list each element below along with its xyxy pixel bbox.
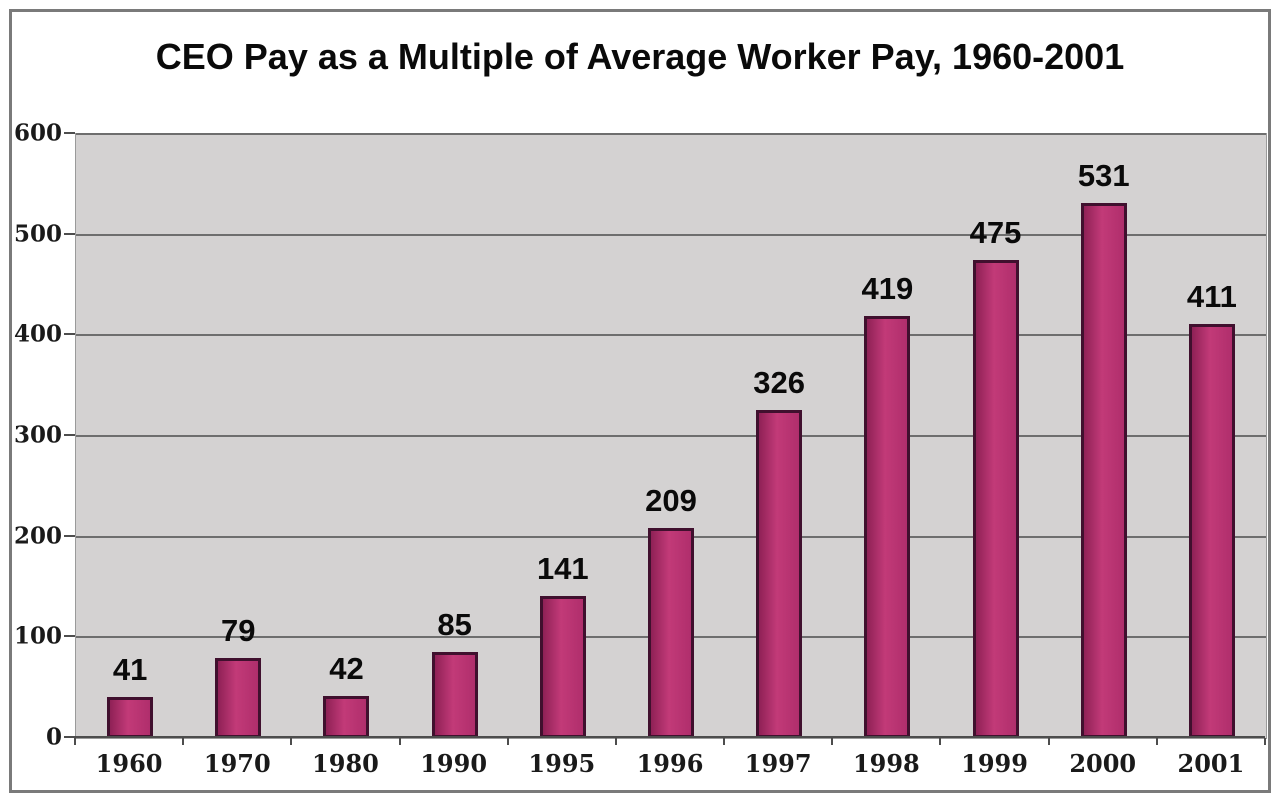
bar-value-label: 475 [969,214,1022,250]
x-tick-mark [182,738,185,745]
x-tick-mark [74,738,76,745]
y-tick-mark [64,132,75,134]
chart-title: CEO Pay as a Multiple of Average Worker … [155,36,1125,77]
gridline [76,435,1266,437]
bar [972,259,1019,738]
x-tick-mark [506,738,509,745]
bar [648,527,694,738]
bar [323,695,370,738]
x-tick-label: 1996 [636,749,704,778]
bar-value-label: 419 [861,271,914,307]
bar [431,652,478,738]
y-tick-mark [64,434,75,436]
y-tick-label: 600 [13,119,62,147]
x-tick-mark [398,738,401,745]
x-tick-label: 1960 [95,749,163,778]
bar-value-label: 326 [753,364,806,400]
x-tick-mark [1264,738,1266,745]
gridline [76,133,1266,135]
x-axis-line [64,736,1265,738]
y-tick-mark [64,232,75,235]
x-tick-mark [723,738,726,745]
y-tick-label: 0 [45,723,62,751]
x-tick-label: 2001 [1177,749,1245,778]
x-tick-label: 2000 [1069,749,1137,778]
x-tick-mark [290,738,293,745]
x-tick-label: 1970 [203,749,271,778]
bar [107,696,154,738]
bar [1188,324,1235,738]
bar-value-label: 411 [1186,279,1237,315]
y-tick-mark [64,635,75,638]
y-tick-label: 200 [13,522,62,550]
bar-value-label: 85 [437,607,472,643]
bar [864,316,911,738]
y-tick-mark [64,333,75,336]
x-tick-label: 1980 [312,749,379,778]
x-tick-label: 1995 [528,749,596,778]
y-tick-label: 500 [13,220,62,248]
bar [1080,203,1127,738]
x-tick-mark [1155,738,1158,745]
x-tick-mark [1047,738,1050,745]
x-tick-mark [831,738,834,745]
bar-value-label: 42 [329,650,364,686]
y-tick-mark [64,534,75,537]
bar-value-label: 41 [112,651,148,687]
y-tick-label: 400 [13,320,62,348]
bar-value-label: 79 [221,613,256,649]
x-tick-label: 1997 [744,749,812,778]
bar [756,409,803,738]
plot-area: 41 79 42 85 141 209 326 419 475 531 411 [75,133,1267,739]
bar-value-label: 141 [536,551,589,587]
gridline [76,334,1266,337]
y-tick-label: 300 [13,421,62,449]
bar [539,596,586,738]
bar-value-label: 209 [645,482,697,518]
y-tick-label: 100 [13,622,62,650]
bar-value-label: 531 [1077,158,1130,194]
x-tick-label: 1998 [852,749,920,778]
x-tick-mark [939,738,942,745]
bar [215,658,262,738]
x-tick-label: 1999 [961,749,1028,778]
x-tick-mark [614,738,617,745]
x-tick-label: 1990 [420,749,488,778]
gridline [76,233,1266,236]
